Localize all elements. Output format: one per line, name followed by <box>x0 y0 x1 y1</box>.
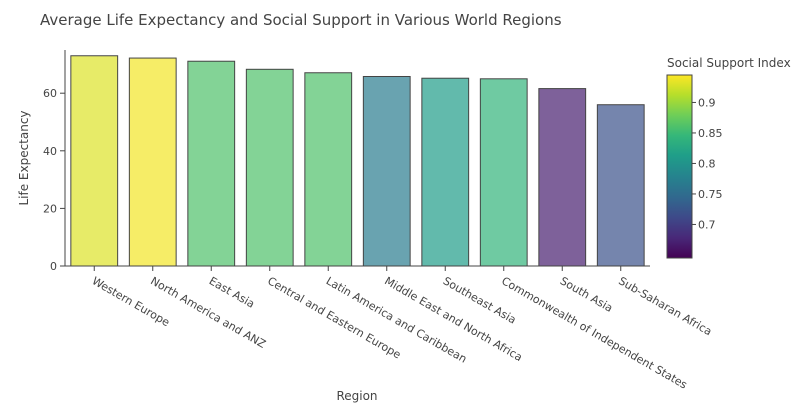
colorbar-tick-label: 0.9 <box>698 96 716 109</box>
x-tick-label: East Asia <box>207 274 257 310</box>
x-tick-label: Sub-Saharan Africa <box>616 274 714 338</box>
bar-east-asia[interactable] <box>187 60 236 267</box>
y-tick-label: 40 <box>43 145 57 158</box>
colorbar: Social Support Index 0.7 0.75 0.8 0.85 0.9 <box>666 56 791 259</box>
bar-western-europe[interactable] <box>70 55 119 267</box>
colorbar-tick-label: 0.85 <box>698 127 723 140</box>
y-axis-ticks: 0 20 40 60 <box>43 87 65 273</box>
bar-latin-america-and-caribbean[interactable] <box>304 72 353 267</box>
colorbar-title: Social Support Index <box>667 56 791 70</box>
chart-title: Average Life Expectancy and Social Suppo… <box>40 11 562 29</box>
x-axis-title: Region <box>336 389 377 403</box>
colorbar-tick-label: 0.8 <box>698 157 716 170</box>
bar-sub-saharan-africa[interactable] <box>596 104 645 267</box>
bars <box>70 55 645 267</box>
bar-commonwealth-of-independent-states[interactable] <box>479 78 528 267</box>
y-tick-label: 60 <box>43 87 57 100</box>
colorbar-ticks: 0.7 0.75 0.8 0.85 0.9 <box>692 96 723 231</box>
bar-southeast-asia[interactable] <box>421 77 470 267</box>
bar-central-and-eastern-europe[interactable] <box>245 68 294 267</box>
bar-south-asia[interactable] <box>538 88 587 267</box>
colorbar-tick-label: 0.75 <box>698 188 723 201</box>
y-tick-label: 20 <box>43 202 57 215</box>
y-tick-label: 0 <box>50 260 57 273</box>
colorbar-tick-label: 0.7 <box>698 218 716 231</box>
bar-middle-east-and-north-africa[interactable] <box>362 75 411 267</box>
y-axis-title: Life Expectancy <box>17 110 31 205</box>
bar-north-america-and-anz[interactable] <box>128 57 177 267</box>
colorbar-gradient <box>666 74 693 259</box>
